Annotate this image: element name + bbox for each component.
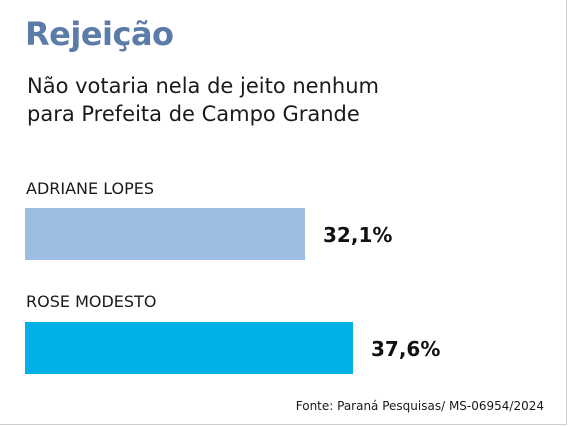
bar [25, 322, 353, 374]
chart-subtitle: Não votaria nela de jeito nenhum para Pr… [27, 74, 379, 126]
value-label: 32,1% [323, 223, 392, 247]
chart-title: Rejeição [25, 15, 174, 53]
category-label: ADRIANE LOPES [26, 179, 154, 198]
source-note: Fonte: Paraná Pesquisas/ MS-06954/2024 [295, 399, 544, 413]
value-label: 37,6% [371, 337, 440, 361]
bar [25, 208, 306, 260]
category-label: ROSE MODESTO [26, 292, 156, 311]
